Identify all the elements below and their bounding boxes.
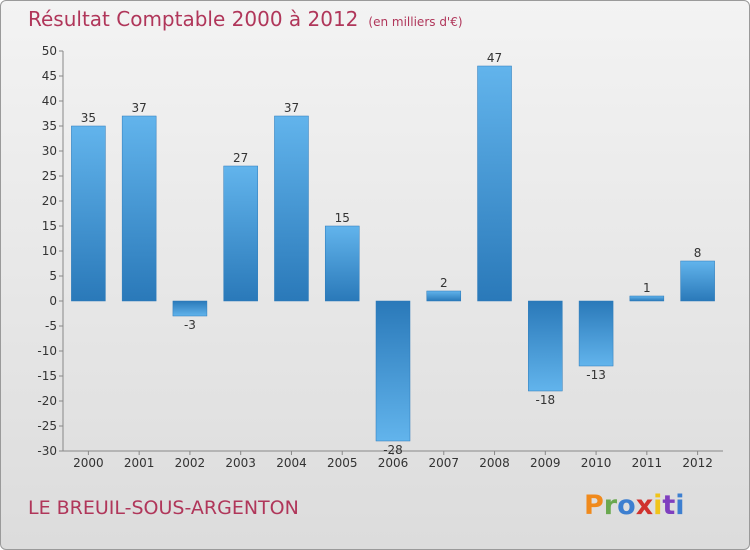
x-tick-label: 2006 xyxy=(378,456,409,470)
proxiti-logo: Proxiti xyxy=(584,490,685,521)
y-tick-label: 10 xyxy=(42,244,57,258)
bar-2003 xyxy=(223,165,258,302)
bar-2011 xyxy=(629,295,665,302)
logo-letter: P xyxy=(584,490,604,521)
y-tick-label: -5 xyxy=(45,319,57,333)
logo-letter: r xyxy=(603,490,618,521)
value-label-2003: 27 xyxy=(233,151,248,165)
y-tick-label: 20 xyxy=(42,194,57,208)
bar-2004 xyxy=(274,115,309,302)
x-tick-label: 2004 xyxy=(276,456,307,470)
logo-letter: i xyxy=(653,490,663,521)
bar-2008 xyxy=(477,65,512,302)
y-tick-label: 15 xyxy=(42,219,57,233)
bar-2007 xyxy=(426,290,462,302)
x-tick-label: 2012 xyxy=(682,456,713,470)
y-tick-label: 0 xyxy=(49,294,57,308)
y-tick-label: 25 xyxy=(42,169,57,183)
bar-2012 xyxy=(680,260,715,302)
x-tick-label: 2002 xyxy=(175,456,206,470)
y-tick-label: -30 xyxy=(37,444,57,458)
y-tick-label: 30 xyxy=(42,144,57,158)
x-tick-label: 2008 xyxy=(479,456,510,470)
chart-subtitle: (en milliers d'€) xyxy=(368,15,463,29)
bar-2006 xyxy=(375,300,411,442)
commune-name: LE BREUIL-SOUS-ARGENTON xyxy=(28,497,299,519)
y-tick-label: 35 xyxy=(42,119,57,133)
x-tick-label: 2001 xyxy=(124,456,155,470)
x-tick-label: 2007 xyxy=(428,456,459,470)
y-tick-label: 5 xyxy=(49,269,57,283)
x-tick-label: 2005 xyxy=(327,456,358,470)
x-tick-label: 2010 xyxy=(581,456,612,470)
value-label-2004: 37 xyxy=(284,101,299,115)
axis-layer: 50454035302520151050-5-10-15-20-25-30200… xyxy=(37,44,723,470)
value-label-2006: -28 xyxy=(383,443,403,457)
bar-2010 xyxy=(578,300,614,367)
bar-2001 xyxy=(121,115,157,302)
value-label-2001: 37 xyxy=(132,101,147,115)
logo-letter: t xyxy=(662,490,676,521)
x-tick-label: 2011 xyxy=(632,456,663,470)
logo-letter: o xyxy=(617,490,636,521)
bar-2005 xyxy=(324,225,360,302)
bar-layer xyxy=(71,65,715,442)
y-tick-label: -15 xyxy=(37,369,57,383)
value-label-2007: 2 xyxy=(440,276,448,290)
title-row: Résultat Comptable 2000 à 2012 (en millie… xyxy=(28,7,463,31)
logo-letter: i xyxy=(675,490,685,521)
y-tick-label: 45 xyxy=(42,69,57,83)
value-label-2005: 15 xyxy=(335,211,350,225)
y-tick-label: -20 xyxy=(37,394,57,408)
bar-2009 xyxy=(528,300,563,392)
chart-title: Résultat Comptable 2000 à 2012 xyxy=(28,7,359,31)
value-label-2009: -18 xyxy=(536,393,556,407)
value-label-2011: 1 xyxy=(643,281,651,295)
y-tick-label: -10 xyxy=(37,344,57,358)
value-label-2012: 8 xyxy=(694,246,702,260)
y-tick-label: 40 xyxy=(42,94,57,108)
logo-letter: x xyxy=(635,490,654,521)
x-tick-label: 2009 xyxy=(530,456,561,470)
y-tick-label: 50 xyxy=(42,44,57,58)
label-layer: 35 37 -3 27 37 15 -28 2 47 -18 -13 1 8 xyxy=(81,51,702,457)
value-label-2008: 47 xyxy=(487,51,502,65)
bar-2000 xyxy=(71,125,106,302)
x-tick-label: 2000 xyxy=(73,456,104,470)
y-tick-label: -25 xyxy=(37,419,57,433)
x-tick-label: 2003 xyxy=(225,456,256,470)
bar-2002 xyxy=(172,300,208,317)
value-label-2010: -13 xyxy=(586,368,606,382)
value-label-2002: -3 xyxy=(184,318,196,332)
value-label-2000: 35 xyxy=(81,111,96,125)
